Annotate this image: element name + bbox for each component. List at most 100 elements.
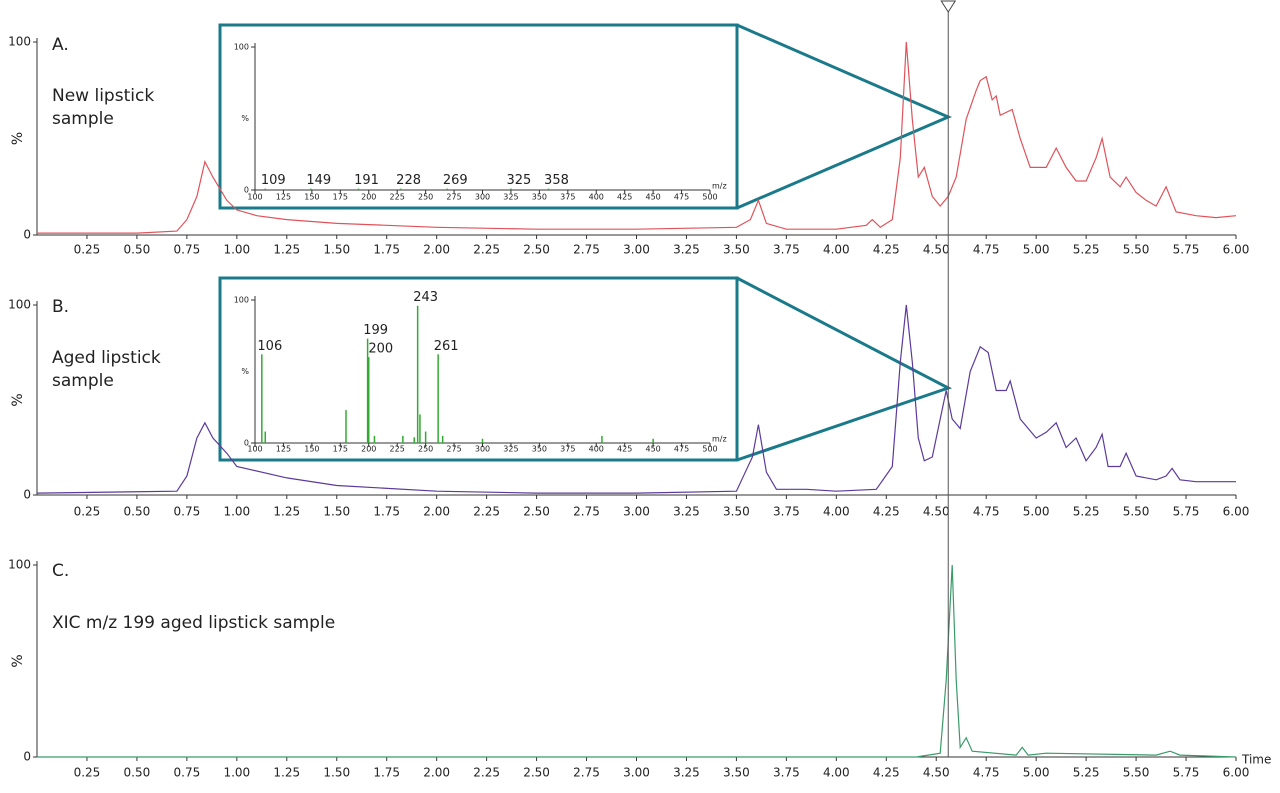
panel-label: A. xyxy=(52,35,69,55)
x-tick-label: 300 xyxy=(475,445,490,454)
x-tick-label: 0.25 xyxy=(74,243,101,257)
x-tick-label: 375 xyxy=(560,445,575,454)
x-tick-label: 350 xyxy=(532,445,547,454)
peak-label: 228 xyxy=(396,173,421,188)
y-tick-label: 100 xyxy=(8,35,31,49)
y-axis-label: % xyxy=(10,654,26,667)
y-tick-label: 0 xyxy=(244,439,249,448)
trace xyxy=(36,304,1236,494)
x-tick-label: 0.50 xyxy=(124,505,151,519)
x-tick-label: 2.75 xyxy=(573,243,600,257)
inset-frame xyxy=(218,276,739,462)
peak-label: 243 xyxy=(413,290,438,305)
x-tick-label: 2.25 xyxy=(473,243,500,257)
x-tick-label: 125 xyxy=(276,445,291,454)
x-tick-label: 450 xyxy=(645,445,660,454)
x-tick-label: 4.25 xyxy=(873,505,900,519)
x-tick-label: 4.50 xyxy=(923,505,950,519)
x-tick-label: 1.50 xyxy=(323,766,350,780)
y-tick-label: 0 xyxy=(23,488,31,502)
x-tick-label: 175 xyxy=(333,445,348,454)
x-tick-label: 3.25 xyxy=(673,766,700,780)
x-tick-label: 3.75 xyxy=(773,505,800,519)
y-tick-label: 0 xyxy=(244,186,249,195)
peak-label: 261 xyxy=(434,339,459,354)
x-tick-label: 5.75 xyxy=(1173,243,1200,257)
y-axis-label: % xyxy=(241,367,249,376)
peak-label: 358 xyxy=(544,173,569,188)
x-tick-label: 175 xyxy=(333,193,348,202)
panel-annotation: sample xyxy=(52,109,114,129)
x-tick-label: 6.00 xyxy=(1223,243,1250,257)
x-tick-label: 1.00 xyxy=(223,505,250,519)
x-tick-label: 4.50 xyxy=(923,243,950,257)
x-tick-label: 3.75 xyxy=(773,243,800,257)
x-tick-label: 3.50 xyxy=(723,766,750,780)
x-tick-label: 4.00 xyxy=(823,505,850,519)
x-tick-label: 2.00 xyxy=(423,505,450,519)
peak-label: 200 xyxy=(368,342,393,357)
x-tick-label: 250 xyxy=(418,445,433,454)
y-tick-label: 100 xyxy=(8,558,31,572)
x-tick-label: 475 xyxy=(674,445,689,454)
x-tick-label: 250 xyxy=(418,193,433,202)
zoom-line xyxy=(736,23,953,210)
x-tick-label: 0.50 xyxy=(124,243,151,257)
x-tick-label: 0.25 xyxy=(74,766,101,780)
x-tick-label: 4.00 xyxy=(823,766,850,780)
x-tick-label: 325 xyxy=(503,445,518,454)
x-tick-label: 450 xyxy=(645,193,660,202)
x-axis-label: Time xyxy=(1241,753,1271,767)
peak-label: 191 xyxy=(354,173,379,188)
x-tick-label: 4.75 xyxy=(973,505,1000,519)
x-tick-label: 5.50 xyxy=(1123,766,1150,780)
panel-label: C. xyxy=(52,561,69,581)
x-tick-label: 5.25 xyxy=(1073,766,1100,780)
x-tick-label: 5.00 xyxy=(1023,766,1050,780)
x-tick-label: 500 xyxy=(702,193,717,202)
x-tick-label: 150 xyxy=(304,193,319,202)
x-tick-label: 2.25 xyxy=(473,505,500,519)
x-tick-label: 4.75 xyxy=(973,766,1000,780)
x-tick-label: 4.75 xyxy=(973,243,1000,257)
x-tick-label: 375 xyxy=(560,193,575,202)
panel-annotation: New lipstick xyxy=(52,86,154,106)
y-axis-label: % xyxy=(10,393,26,406)
cursor-marker xyxy=(940,0,957,13)
x-tick-label: 275 xyxy=(446,445,461,454)
x-tick-label: 1.50 xyxy=(323,243,350,257)
x-tick-label: 100 xyxy=(247,445,262,454)
peak-label: 106 xyxy=(257,339,282,354)
x-tick-label: 5.25 xyxy=(1073,505,1100,519)
x-tick-label: 5.00 xyxy=(1023,243,1050,257)
x-tick-label: 2.25 xyxy=(473,766,500,780)
x-tick-label: 1.00 xyxy=(223,243,250,257)
x-tick-label: 4.50 xyxy=(923,766,950,780)
x-tick-label: 0.75 xyxy=(174,766,201,780)
panel-label: B. xyxy=(52,297,69,317)
y-axis-label: % xyxy=(241,114,249,123)
x-tick-label: 1.25 xyxy=(273,505,300,519)
x-tick-label: 5.50 xyxy=(1123,505,1150,519)
x-tick-label: 3.00 xyxy=(623,766,650,780)
trace xyxy=(37,41,1237,234)
zoom-line xyxy=(736,276,953,462)
x-tick-label: 0.75 xyxy=(174,505,201,519)
x-tick-label: 425 xyxy=(617,445,632,454)
x-tick-label: 200 xyxy=(361,193,376,202)
x-tick-label: 425 xyxy=(617,193,632,202)
peak-label: 149 xyxy=(306,173,331,188)
x-tick-label: 3.25 xyxy=(673,243,700,257)
x-axis-label: m/z xyxy=(712,435,727,444)
x-tick-label: 2.00 xyxy=(423,766,450,780)
x-tick-label: 2.50 xyxy=(523,766,550,780)
x-tick-label: 3.00 xyxy=(623,243,650,257)
x-tick-label: 5.75 xyxy=(1173,505,1200,519)
x-tick-label: 1.50 xyxy=(323,505,350,519)
y-tick-label: 0 xyxy=(23,750,31,764)
peak-label: 109 xyxy=(261,173,286,188)
x-tick-label: 350 xyxy=(532,193,547,202)
x-tick-label: 2.50 xyxy=(523,243,550,257)
y-tick-label: 100 xyxy=(234,296,249,305)
